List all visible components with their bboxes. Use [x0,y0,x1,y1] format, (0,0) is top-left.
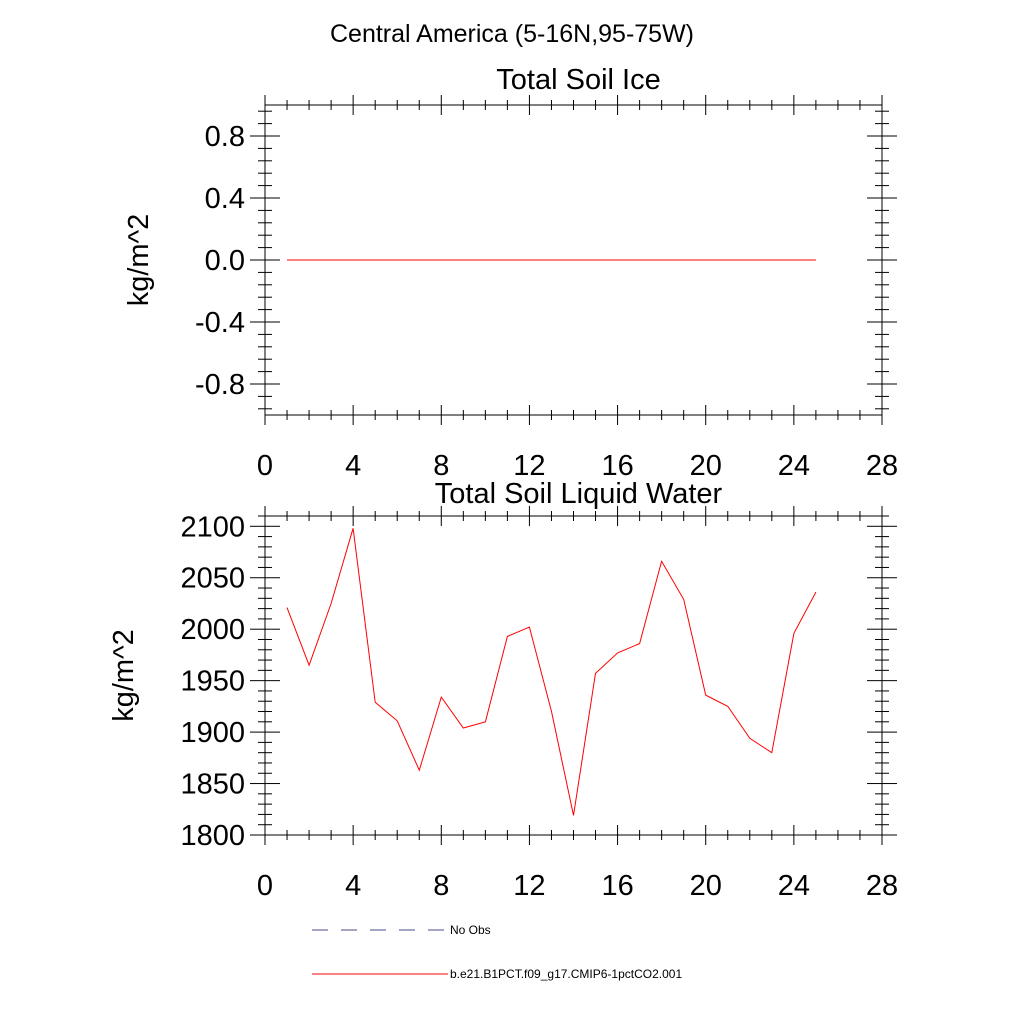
y-tick-label: 1900 [180,717,245,749]
x-tick-label: 4 [345,450,361,482]
x-tick-label: 12 [513,450,545,482]
y-tick-label: 2100 [180,511,245,543]
legend: No Obs b.e21.B1PCT.f09_g17.CMIP6-1pctCO2… [312,923,682,981]
y-tick-label: 2000 [180,614,245,646]
x-tick-label: 24 [778,870,810,902]
chart-panel-total-soil-liquid-water: Total Soil Liquid Water kg/m^2 0 4 8 12 16 20 24… [108,478,898,902]
legend-label-no-obs: No Obs [450,923,491,937]
x-tick-label: 4 [345,870,361,902]
x-tick-label: 16 [601,450,633,482]
x-tick-label: 8 [433,450,449,482]
y-tick-label: 2050 [180,563,245,595]
panel-title: Total Soil Ice [496,64,660,96]
y-tick-label: 0.4 [205,183,245,215]
legend-label-model-run: b.e21.B1PCT.f09_g17.CMIP6-1pctCO2.001 [450,967,682,981]
y-tick-label: 0.0 [205,245,245,277]
y-tick-label: -0.4 [195,307,245,339]
figure-title: Central America (5-16N,95-75W) [330,20,694,48]
x-tick-label: 20 [690,870,722,902]
x-tick-label: 16 [601,870,633,902]
y-tick-label: -0.8 [195,369,245,401]
y-tick-label: 1800 [180,820,245,852]
x-tick-label: 0 [257,450,273,482]
x-tick-label: 24 [778,450,810,482]
y-tick-label: 1850 [180,769,245,801]
x-tick-label: 0 [257,870,273,902]
panel-title: Total Soil Liquid Water [435,478,723,510]
series-line [286,528,817,816]
y-tick-label: 1950 [180,666,245,698]
y-axis-label: kg/m^2 [108,629,140,722]
x-tick-label: 12 [513,870,545,902]
x-tick-label: 28 [866,450,898,482]
chart-panel-total-soil-ice: Total Soil Ice kg/m^2 0 4 8 12 16 20 24 28 -0.8 -0.… [123,64,898,482]
x-tick-label: 20 [690,450,722,482]
x-tick-label: 8 [433,870,449,902]
y-axis-label: kg/m^2 [123,214,155,307]
x-tick-label: 28 [866,870,898,902]
y-tick-label: 0.8 [205,121,245,153]
